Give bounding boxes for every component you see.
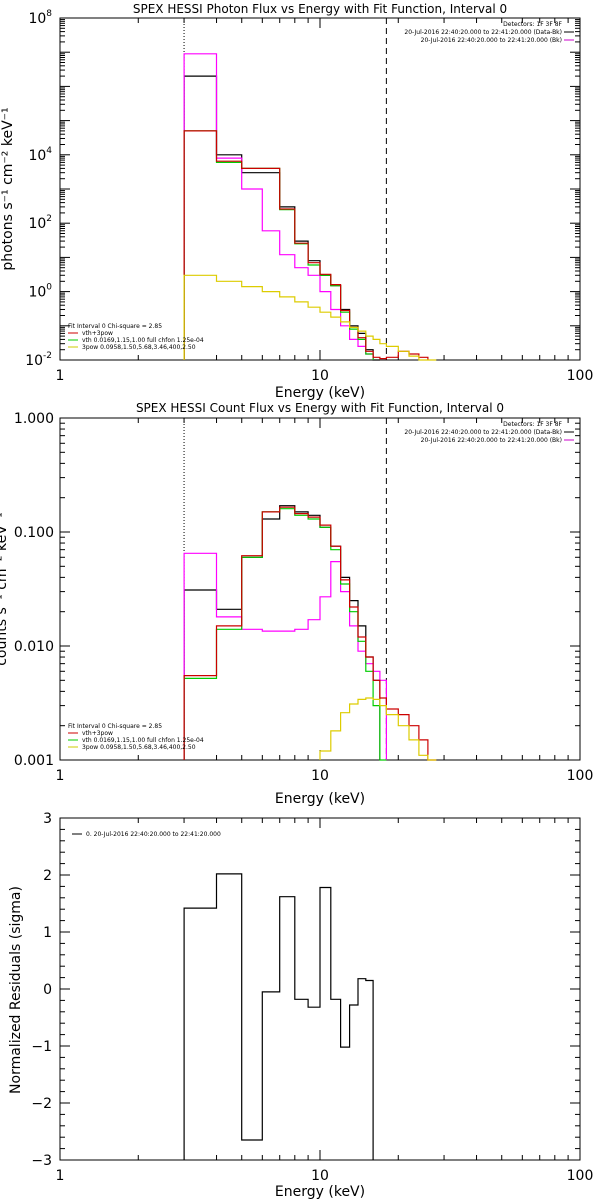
y-tick-label: 2 — [43, 868, 52, 884]
count-flux-title: SPEX HESSI Count Flux vs Energy with Fit… — [136, 401, 504, 415]
y-tick-label: 0.001 — [14, 753, 54, 769]
x-tick-label: 10 — [311, 1168, 329, 1184]
x-tick-label: 100 — [567, 368, 594, 384]
photon-flux-xlabel: Energy (keV) — [275, 385, 365, 401]
photon-flux-panel: SPEX HESSI Photon Flux vs Energy with Fi… — [0, 2, 593, 401]
x-tick-label: 10 — [311, 768, 329, 784]
legend-entry: Fit Interval 0 Chi-square = 2.85 — [68, 723, 162, 730]
legend-entry: 20-Jul-2016 22:40:20.000 to 22:41:20.000… — [404, 429, 562, 436]
series-2-line — [183, 508, 387, 761]
photon-flux-title: SPEX HESSI Photon Flux vs Energy with Fi… — [133, 2, 507, 16]
count-flux-xlabel: Energy (keV) — [275, 791, 365, 807]
y-tick-label: 100 — [28, 283, 52, 301]
legend-entry: vth 0.0169,1.15,1.00 full chfon 1.25e-04 — [82, 737, 204, 744]
legend-entry: 0. 20-Jul-2016 22:40:20.000 to 22:41:20.… — [86, 831, 221, 838]
legend-entry: 3pow 0.0958,1.50,5.68,3.46,400,2.50 — [82, 744, 196, 751]
legend-entry: 20-Jul-2016 22:40:20.000 to 22:41:20.000… — [421, 37, 562, 44]
y-tick-label: 1.000 — [14, 411, 54, 427]
series-0-line — [183, 873, 374, 1160]
x-tick-label: 1 — [56, 368, 65, 384]
legend-entry: Detectors: 1F 3F 8F — [503, 421, 562, 428]
y-tick-label: −2 — [31, 1096, 52, 1112]
x-tick-label: 100 — [567, 768, 594, 784]
x-tick-label: 1 — [56, 1168, 65, 1184]
series-3-line — [183, 506, 437, 761]
series-3-line — [183, 130, 429, 360]
x-tick-label: 100 — [567, 1168, 594, 1184]
legend-entry: vth 0.0169,1.15,1.00 full chfon 1.25e-04 — [82, 337, 204, 344]
y-tick-label: 0.100 — [14, 525, 54, 541]
residuals-panel: 1 10 100 −3 −2 −1 0 1 2 3 Energy (keV) Normalize… — [8, 811, 593, 1200]
count-flux-panel: SPEX HESSI Count Flux vs Energy with Fit… — [0, 401, 593, 807]
y-tick-label: 10-2 — [25, 351, 52, 369]
residuals-xlabel: Energy (keV) — [275, 1184, 365, 1200]
legend-entry: 20-Jul-2016 22:40:20.000 to 22:41:20.000… — [421, 437, 562, 444]
count-flux-frame — [59, 417, 581, 761]
x-tick-label: 1 — [56, 768, 65, 784]
y-tick-label: 1 — [43, 925, 52, 941]
legend-entry: vth+3pow — [82, 730, 113, 737]
count-flux-legend-bottom: Fit Interval 0 Chi-square = 2.85vth+3pow… — [68, 723, 204, 751]
legend-entry: Detectors: 1F 3F 8F — [503, 21, 562, 28]
series-0-line — [183, 505, 381, 760]
y-tick-label: 102 — [28, 214, 52, 232]
x-tick-label: 10 — [311, 368, 329, 384]
residuals-ylabel: Normalized Residuals (sigma) — [8, 886, 24, 1094]
y-tick-label: 104 — [28, 146, 52, 164]
count-flux-ylabel: counts s⁻¹ cm⁻² keV⁻¹ — [0, 512, 10, 666]
y-tick-label: −3 — [31, 1153, 52, 1169]
y-tick-label: 0.010 — [14, 639, 54, 655]
y-tick-label: 108 — [28, 9, 52, 27]
series-0-line — [183, 75, 380, 361]
series-1-line — [183, 552, 387, 760]
photon-flux-ylabel: photons s⁻¹ cm⁻² keV⁻¹ — [0, 107, 16, 270]
y-tick-label: −1 — [31, 1039, 52, 1055]
legend-entry: 3pow 0.0958,1.50,5.68,3.46,400,2.50 — [82, 344, 196, 351]
photon-flux-legend-bottom: Fit Interval 0 Chi-square = 2.85vth+3pow… — [68, 323, 204, 351]
legend-entry: Fit Interval 0 Chi-square = 2.85 — [68, 323, 162, 330]
series-4-line — [319, 697, 437, 761]
series-1-line — [183, 53, 374, 360]
series-4-line — [183, 274, 437, 361]
y-tick-label: 0 — [43, 982, 52, 998]
residuals-legend: 0. 20-Jul-2016 22:40:20.000 to 22:41:20.… — [72, 831, 221, 838]
legend-entry: 20-Jul-2016 22:40:20.000 to 22:41:20.000… — [404, 29, 562, 36]
y-tick-label: 3 — [43, 811, 52, 827]
legend-entry: vth+3pow — [82, 330, 113, 337]
